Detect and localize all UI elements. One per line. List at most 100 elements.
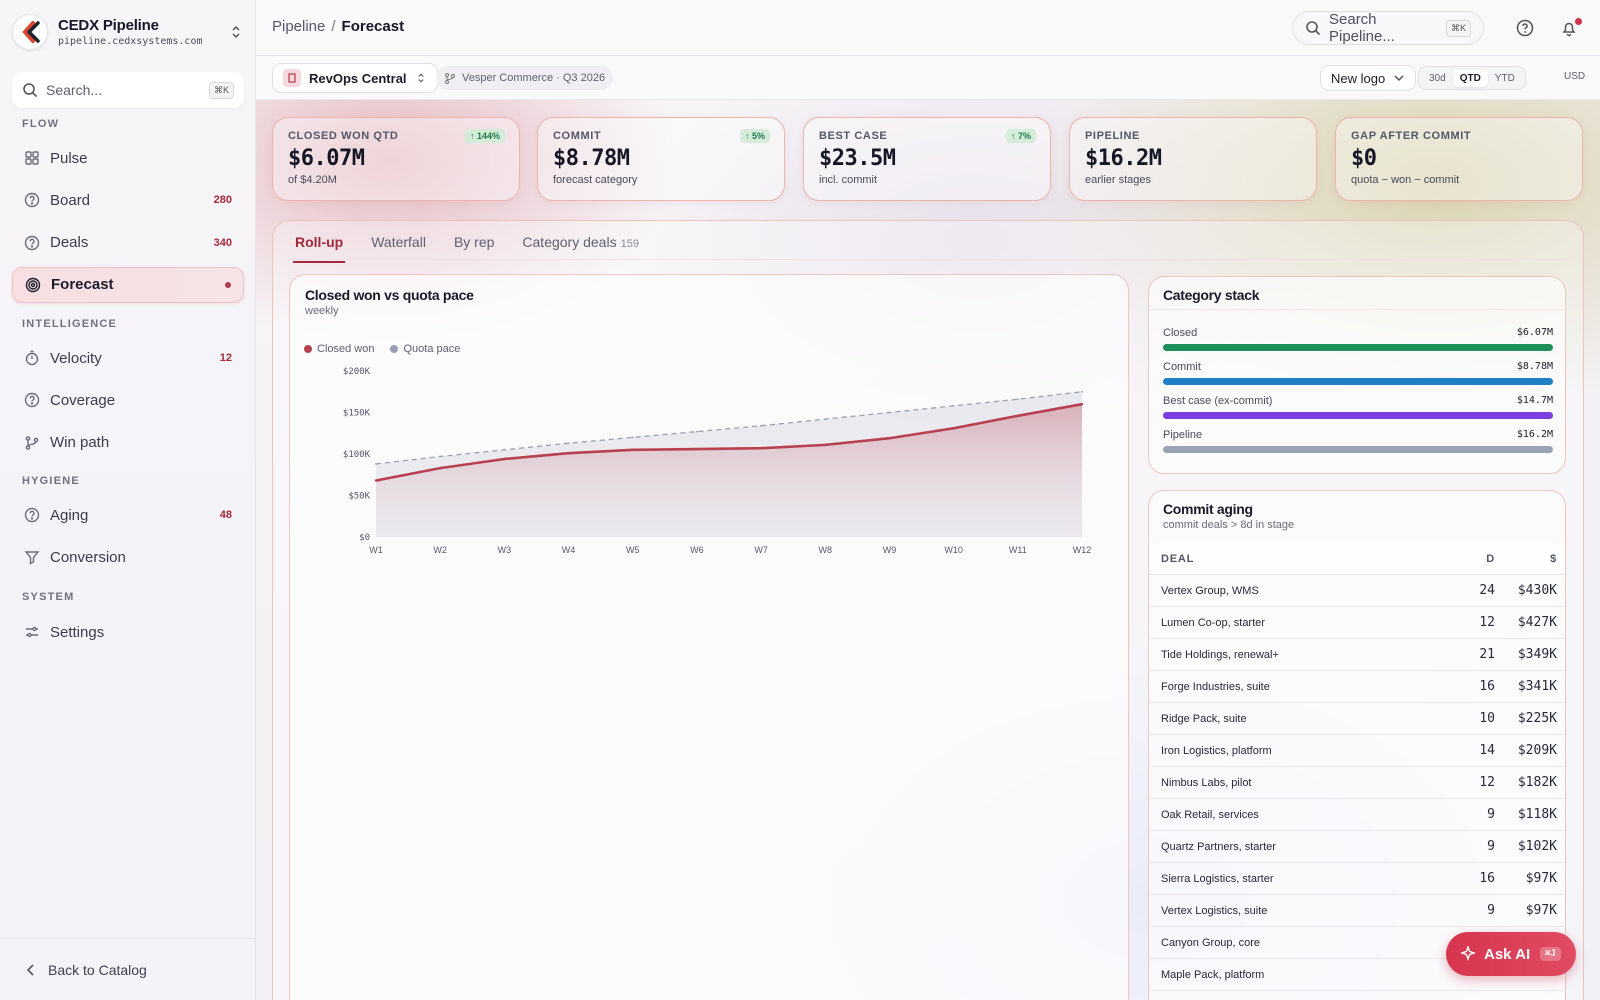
tab-waterfall[interactable]: Waterfall — [369, 233, 428, 263]
table-row[interactable]: Sierra Logistics, starter 16 $97K — [1149, 863, 1565, 895]
quota-pace-point — [888, 411, 891, 414]
sidebar-item-settings[interactable]: Settings — [12, 614, 244, 650]
x-tick-label: W7 — [754, 545, 768, 555]
closed-won-point — [824, 443, 827, 447]
sidebar-item-count: 12 — [219, 352, 232, 364]
bell-icon[interactable] — [1560, 19, 1578, 37]
workspace-selector[interactable]: RevOps Central — [272, 63, 438, 93]
table-row[interactable]: Iron Logistics, platform 14 $209K — [1149, 735, 1565, 767]
range-30d[interactable]: 30d — [1429, 72, 1446, 84]
deal-days: 21 — [1479, 647, 1495, 662]
category-stack-title: Category stack — [1163, 287, 1260, 303]
stack-row-closed[interactable]: Closed $6.07M — [1163, 327, 1553, 351]
stack-row-pipeline[interactable]: Pipeline $16.2M — [1163, 429, 1553, 453]
sidebar-item-aging[interactable]: Aging 48 — [12, 497, 244, 533]
x-tick-label: W9 — [883, 545, 897, 555]
stack-label: Commit — [1163, 361, 1201, 373]
table-row[interactable]: Canyon Group, core — [1149, 927, 1565, 959]
quota-pace-point — [952, 404, 955, 407]
sidebar-item-label: Coverage — [50, 391, 116, 409]
range-toggle: 30d QTD YTD — [1418, 66, 1526, 90]
table-row[interactable]: Lumen Co-op, starter 12 $427K — [1149, 607, 1565, 639]
stack-row-best-case-ex-commit[interactable]: Best case (ex-commit) $14.7M — [1163, 395, 1553, 419]
breadcrumb-parent[interactable]: Pipeline — [272, 18, 326, 35]
global-search-input[interactable]: Search Pipeline... — [1329, 11, 1395, 45]
range-qtd[interactable]: QTD — [1452, 69, 1488, 87]
range-ytd[interactable]: YTD — [1494, 72, 1515, 84]
col-days[interactable]: D — [1486, 552, 1495, 565]
closed-won-point — [567, 451, 570, 455]
sidebar-item-pulse[interactable]: Pulse — [12, 140, 244, 176]
deal-amount: $225K — [1517, 711, 1557, 726]
kpi-value: $8.78M — [553, 146, 630, 171]
stack-value: $16.2M — [1516, 429, 1553, 440]
sidebar-item-velocity[interactable]: Velocity 12 — [12, 340, 244, 376]
closed-won-point — [695, 447, 699, 451]
table-row[interactable]: Vertex Logistics, suite 9 $97K — [1149, 895, 1565, 927]
chart-subtitle: weekly — [305, 305, 339, 317]
col-amount[interactable]: $ — [1550, 552, 1557, 565]
tab-roll-up[interactable]: Roll-up — [293, 233, 346, 263]
global-search[interactable]: Search Pipeline... ⌘K — [1292, 11, 1484, 45]
sidebar-item-label: Conversion — [50, 548, 126, 566]
sidebar-item-deals[interactable]: Deals 340 — [12, 225, 244, 261]
sidebar-item-board[interactable]: Board 280 — [12, 182, 244, 218]
kpi-best-case[interactable]: BEST CASE $23.5M incl. commit ↑ 7% — [803, 117, 1051, 201]
tab-label: Waterfall — [371, 234, 426, 250]
table-row[interactable]: Quartz Partners, starter 9 $102K — [1149, 831, 1565, 863]
ask-ai-shortcut: ⌘J — [1540, 947, 1561, 961]
nav-section-system: SYSTEM — [22, 591, 75, 603]
chart-plot: $0 $50K $100K $150K $200K W1 W2 W3 W4 W5 W6 W7 W8 W9 W… — [343, 367, 1091, 555]
col-deal[interactable]: DEAL — [1161, 552, 1195, 565]
tab-label: Roll-up — [295, 234, 344, 250]
kpi-label: BEST CASE — [819, 130, 888, 142]
ask-ai-button[interactable]: Ask AI ⌘J — [1446, 932, 1576, 976]
table-row[interactable]: Vertex Group, WMS 24 $430K — [1149, 575, 1565, 607]
timer-icon — [25, 350, 39, 366]
table-row[interactable]: Nimbus Labs, pilot 12 $182K — [1149, 767, 1565, 799]
tab-by-rep[interactable]: By rep — [452, 233, 496, 263]
back-to-catalog-link[interactable]: Back to Catalog — [0, 938, 256, 1000]
currency-label[interactable]: USD — [1564, 71, 1586, 82]
kpi-pipeline[interactable]: PIPELINE $16.2M earlier stages — [1069, 117, 1317, 201]
app-name: CEDX Pipeline — [58, 17, 159, 34]
help-icon[interactable] — [1516, 19, 1534, 37]
tab-count: 159 — [620, 238, 639, 250]
segment-filter[interactable]: New logo — [1320, 65, 1416, 91]
breadcrumb-separator: / — [331, 18, 336, 35]
stack-row-commit[interactable]: Commit $8.78M — [1163, 361, 1553, 385]
table-row[interactable]: Tide Holdings, renewal+ 21 $349K — [1149, 639, 1565, 671]
table-row[interactable]: Oak Retail, services 9 $118K — [1149, 799, 1565, 831]
sidebar-item-coverage[interactable]: Coverage — [12, 382, 244, 418]
context-label: Vesper Commerce · Q3 2026 — [462, 72, 606, 84]
table-row[interactable]: Maple Pack, platform — [1149, 959, 1565, 991]
sidebar-item-forecast[interactable]: Forecast — [12, 266, 244, 303]
kpi-closed-won-qtd[interactable]: CLOSED WON QTD $6.07M of $4.20M ↑ 144% — [272, 117, 520, 201]
deal-days: 16 — [1479, 679, 1495, 694]
deal-days: 9 — [1487, 839, 1495, 854]
kpi-commit[interactable]: COMMIT $8.78M forecast category ↑ 5% — [537, 117, 785, 201]
sidebar-search[interactable]: Search... ⌘K — [12, 72, 244, 108]
tab-label: Category deals — [522, 234, 617, 250]
kpi-gap-after-commit[interactable]: GAP AFTER COMMIT $0 quota − won − commit — [1335, 117, 1583, 201]
tab-category-deals[interactable]: Category deals 159 — [520, 233, 641, 263]
deal-amount: $118K — [1517, 807, 1557, 822]
grid-icon — [25, 151, 39, 165]
table-row[interactable]: Ridge Pack, suite 10 $225K — [1149, 703, 1565, 735]
chart-legend: Closed won Quota pace — [304, 343, 460, 355]
kpi-subtext: earlier stages — [1085, 174, 1152, 186]
forecast-tabs: Roll-up Waterfall By rep Category deals 159 — [293, 233, 641, 263]
legend-closed-won[interactable]: Closed won — [304, 343, 374, 355]
sidebar-item-conversion[interactable]: Conversion — [12, 539, 244, 575]
sidebar-search-input[interactable]: Search... — [46, 82, 103, 98]
closed-won-point — [1016, 414, 1020, 418]
commit-aging-subtitle: commit deals > 8d in stage — [1163, 519, 1295, 531]
app-logo — [12, 14, 48, 50]
global-search-shortcut: ⌘K — [1445, 19, 1471, 37]
x-tick-label: W4 — [562, 545, 576, 555]
legend-quota-pace[interactable]: Quota pace — [390, 343, 460, 355]
sidebar-item-label: Forecast — [51, 276, 114, 294]
table-row[interactable]: Forge Industries, suite 16 $341K — [1149, 671, 1565, 703]
workspace-switcher[interactable]: CEDX Pipeline pipeline.cedxsystems.com — [12, 12, 244, 52]
sidebar-item-win-path[interactable]: Win path — [12, 425, 244, 461]
